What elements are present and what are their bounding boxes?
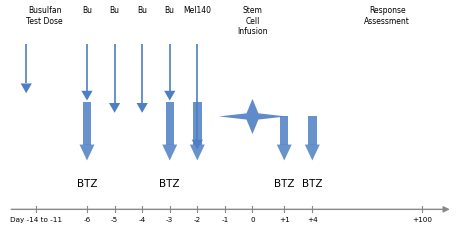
Polygon shape bbox=[83, 102, 91, 144]
Text: Response
Assessment: Response Assessment bbox=[364, 6, 410, 26]
Polygon shape bbox=[165, 102, 174, 144]
Polygon shape bbox=[109, 103, 120, 113]
Polygon shape bbox=[80, 144, 94, 160]
Text: -6: -6 bbox=[83, 217, 91, 223]
Text: Mel140: Mel140 bbox=[183, 6, 211, 16]
Text: BTZ: BTZ bbox=[77, 179, 97, 189]
Polygon shape bbox=[305, 144, 320, 160]
Text: -3: -3 bbox=[166, 217, 173, 223]
Text: Bu: Bu bbox=[109, 6, 119, 16]
Polygon shape bbox=[82, 91, 92, 101]
Polygon shape bbox=[277, 144, 292, 160]
Text: 0: 0 bbox=[250, 217, 255, 223]
Text: -1: -1 bbox=[221, 217, 228, 223]
Text: +100: +100 bbox=[412, 217, 432, 223]
Text: -2: -2 bbox=[194, 217, 201, 223]
Text: Bu: Bu bbox=[82, 6, 92, 16]
Text: -4: -4 bbox=[138, 217, 146, 223]
Text: BTZ: BTZ bbox=[302, 179, 322, 189]
Polygon shape bbox=[137, 103, 148, 113]
Text: +4: +4 bbox=[307, 217, 318, 223]
Polygon shape bbox=[164, 91, 175, 101]
Text: Stem
Cell
Infusion: Stem Cell Infusion bbox=[237, 6, 268, 36]
Polygon shape bbox=[308, 116, 317, 144]
Text: BTZ: BTZ bbox=[274, 179, 294, 189]
Text: +1: +1 bbox=[279, 217, 290, 223]
Polygon shape bbox=[280, 116, 289, 144]
Text: -5: -5 bbox=[111, 217, 118, 223]
Polygon shape bbox=[21, 84, 32, 93]
Polygon shape bbox=[193, 102, 201, 144]
Text: Day -14 to -11: Day -14 to -11 bbox=[9, 217, 62, 223]
Text: Busulfan
Test Dose: Busulfan Test Dose bbox=[26, 6, 63, 26]
Polygon shape bbox=[219, 99, 286, 134]
Text: BTZ: BTZ bbox=[159, 179, 180, 189]
Polygon shape bbox=[162, 144, 177, 160]
Polygon shape bbox=[190, 144, 205, 160]
Text: Bu: Bu bbox=[165, 6, 175, 16]
Polygon shape bbox=[191, 140, 203, 149]
Text: Bu: Bu bbox=[137, 6, 147, 16]
